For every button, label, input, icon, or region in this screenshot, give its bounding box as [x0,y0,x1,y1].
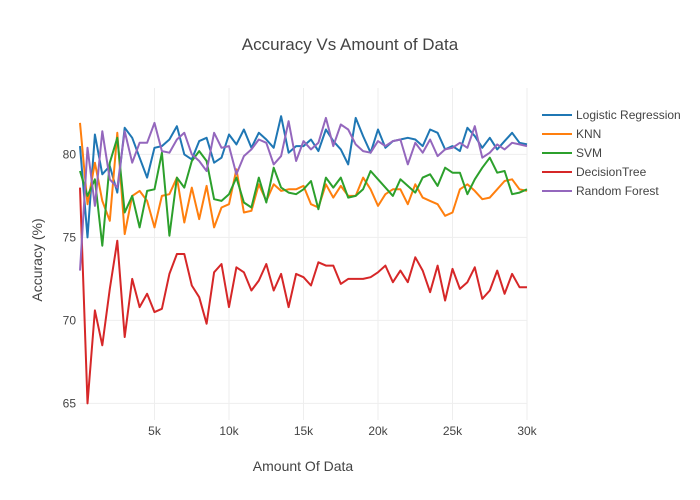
axis-ticks: 65 70 75 80 5k 10k 15k 20k 25k 30k [63,147,538,438]
x-axis-title: Amount Of Data [253,458,354,474]
legend-label: DecisionTree [576,165,647,179]
legend-label: Random Forest [576,184,659,198]
y-tick-label: 80 [63,147,77,161]
x-tick-label: 20k [368,424,388,438]
x-tick-label: 25k [443,424,463,438]
chart-title: Accuracy Vs Amount of Data [242,35,459,54]
y-axis-title: Accuracy (%) [29,218,45,301]
legend-item-decisiontree: DecisionTree [542,165,647,179]
x-tick-label: 15k [294,424,314,438]
series-line-decisiontree [79,187,527,405]
legend-item-knn: KNN [542,127,601,141]
x-tick-label: 5k [148,424,162,438]
legend-item-svm: SVM [542,146,602,160]
legend-label: SVM [576,146,602,160]
legend-label: KNN [576,127,601,141]
plot-area [79,115,528,405]
y-tick-label: 70 [63,313,77,327]
legend-item-random-forest: Random Forest [542,184,659,198]
y-tick-label: 65 [63,396,77,410]
legend: Logistic Regression KNN SVM DecisionTree Ran… [542,108,681,198]
series-line-svm [79,136,528,247]
legend-label: Logistic Regression [576,108,681,122]
x-tick-label: 30k [517,424,537,438]
series-line-random-forest [79,116,528,271]
x-tick-label: 10k [219,424,239,438]
legend-item-logistic-regression: Logistic Regression [542,108,681,122]
series-line-logistic-regression [79,115,528,239]
series-line-knn [79,122,528,236]
y-tick-label: 75 [63,230,77,244]
